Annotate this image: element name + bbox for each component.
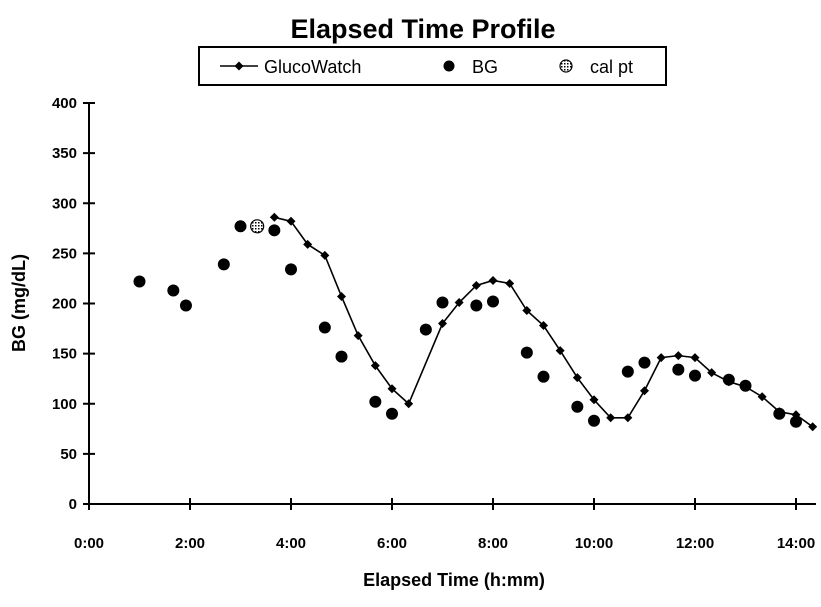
bg-point [134,275,146,287]
bg-point [218,258,230,270]
bg-point [689,370,701,382]
x-tick-label: 12:00 [676,535,714,552]
y-tick-label: 300 [52,195,77,212]
x-tick-label: 4:00 [276,535,306,552]
chart-title: Elapsed Time Profile [290,14,555,44]
bg-point [180,300,192,312]
x-tick-label: 8:00 [478,535,508,552]
glucowatch-point [337,292,346,301]
legend-cal-pt-label: cal pt [590,57,633,77]
legend-cal-pt-icon [560,60,572,72]
glucowatch-point [354,331,363,340]
bg-point [723,374,735,386]
y-tick-label: 350 [52,145,77,162]
bg-point [285,263,297,275]
axes [89,103,816,504]
glucowatch-point [674,351,683,360]
y-tick-label: 250 [52,245,77,262]
bg-point [167,284,179,296]
y-tick-label: 400 [52,95,77,112]
glucowatch-point [320,251,329,260]
y-tick-label: 50 [60,446,77,463]
y-axis-label: BG (mg/dL) [9,254,29,352]
chart: Elapsed Time Profile GlucoWatch BG cal p… [0,0,821,607]
bg-point [622,366,634,378]
y-tick-label: 0 [69,496,77,513]
bg-point [538,371,550,383]
bg-point [420,324,432,336]
bg-point [336,351,348,363]
y-tick-label: 200 [52,296,77,313]
cal-pt-point [251,220,264,233]
bg-point [639,357,651,369]
bg-point [487,295,499,307]
legend-glucowatch-label: GlucoWatch [264,57,361,77]
x-tick-label: 6:00 [377,535,407,552]
glucowatch-point [489,276,498,285]
bg-point [740,380,752,392]
glucowatch-point [505,279,514,288]
x-tick-label: 10:00 [575,535,613,552]
bg-point [571,401,583,413]
x-tick-label: 2:00 [175,535,205,552]
x-axis-ticks: 0:00 2:00 4:00 6:00 8:00 10:00 12:00 14:00 [74,498,815,552]
bg-point [790,416,802,428]
legend-bg-label: BG [472,57,498,77]
bg-point [588,415,600,427]
bg-point [268,224,280,236]
bg-point [672,364,684,376]
glucowatch-point [623,413,632,422]
bg-point [773,408,785,420]
legend: GlucoWatch BG cal pt [199,47,666,85]
x-axis-label: Elapsed Time (h:mm) [363,570,545,590]
glucowatch-point [270,213,279,222]
legend-bg-dot-icon [444,61,455,72]
bg-point [369,396,381,408]
bg-point [470,300,482,312]
glucowatch-point [556,346,565,355]
y-tick-label: 100 [52,396,77,413]
x-tick-label: 0:00 [74,535,104,552]
plot-area [134,213,818,432]
bg-point [437,296,449,308]
bg-point [319,322,331,334]
bg-point [521,347,533,359]
bg-point [386,408,398,420]
x-tick-label: 14:00 [777,535,815,552]
bg-point [235,220,247,232]
glucowatch-point [640,386,649,395]
y-tick-label: 150 [52,346,77,363]
glucowatch-point [657,353,666,362]
